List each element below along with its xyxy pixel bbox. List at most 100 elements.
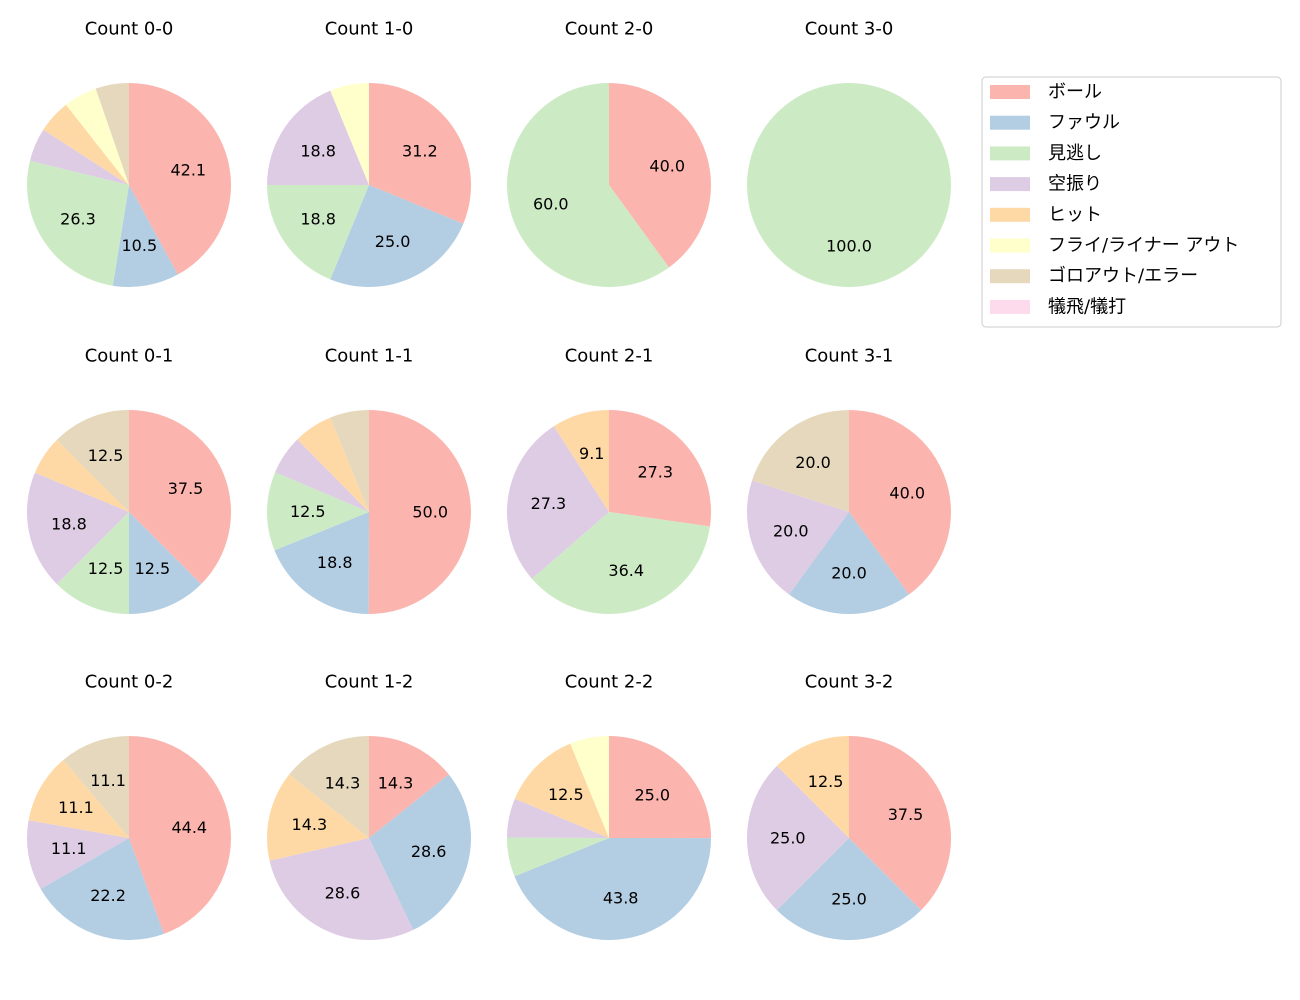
pie-slice xyxy=(269,838,414,940)
pie-slice xyxy=(751,410,849,512)
pie-slice xyxy=(66,88,129,185)
pie-slice xyxy=(330,185,464,287)
pie-slice xyxy=(849,735,952,911)
pie-slice xyxy=(369,736,449,838)
slice-label: 37.5 xyxy=(888,805,924,824)
pie-slice xyxy=(27,160,130,286)
pie-slice xyxy=(776,736,849,838)
slice-label: 50.0 xyxy=(412,503,448,522)
pie-slice xyxy=(369,83,472,224)
slice-label: 43.8 xyxy=(603,889,639,908)
slice-label: 11.1 xyxy=(90,771,126,790)
pie-title: Count 0-0 xyxy=(85,19,174,40)
slice-label: 12.5 xyxy=(808,772,844,791)
legend-swatch xyxy=(990,146,1030,161)
pie-title: Count 3-0 xyxy=(805,19,894,40)
legend-label: ゴロアウト/エラー xyxy=(1048,266,1198,287)
pie-slice xyxy=(609,410,711,527)
slice-label: 36.4 xyxy=(608,561,644,580)
slice-label: 28.6 xyxy=(411,842,447,861)
pie-slice xyxy=(330,410,369,512)
pie-title: Count 2-2 xyxy=(565,672,654,693)
pie-slice xyxy=(274,512,369,614)
legend-swatch xyxy=(990,269,1030,284)
legend-frame xyxy=(981,76,1282,328)
pie-slice xyxy=(570,736,609,838)
pie-slice xyxy=(129,512,202,614)
pie-title: Count 3-1 xyxy=(805,346,894,367)
legend-swatch xyxy=(990,85,1030,99)
pie-slice xyxy=(112,185,178,287)
pie-chart: Count 1-1 50.0 18.8 12.5 xyxy=(267,346,471,614)
slice-label: 18.8 xyxy=(51,514,87,533)
pie-chart: Count 0-2 44.4 22.2 11.1 11.1 11.1 xyxy=(27,672,232,941)
pie-slice xyxy=(34,439,130,512)
slice-label: 44.4 xyxy=(171,818,207,837)
pie-slice xyxy=(40,838,164,941)
pie-slice xyxy=(507,426,609,579)
pie-title: Count 3-2 xyxy=(805,672,894,693)
slice-label: 60.0 xyxy=(533,194,569,213)
pie-chart: Count 1-0 31.2 25.0 18.8 18.8 xyxy=(267,19,472,287)
pie-chart: Count 1-2 14.3 28.6 28.6 14.3 14.3 xyxy=(267,672,472,940)
pie-slice xyxy=(609,736,712,839)
pie-title: Count 1-2 xyxy=(325,672,414,693)
pie-slice xyxy=(267,90,369,185)
legend-swatch xyxy=(990,299,1030,314)
pie-slice xyxy=(297,417,369,512)
pie-title: Count 1-1 xyxy=(325,346,414,367)
slice-label: 12.5 xyxy=(135,559,171,578)
slice-label: 12.5 xyxy=(88,559,124,578)
pie-slice xyxy=(95,83,129,185)
slice-label: 25.0 xyxy=(375,232,411,251)
slice-label: 26.3 xyxy=(60,209,96,228)
pie-slice xyxy=(129,736,232,934)
pie-slice xyxy=(29,129,129,185)
slice-label: 37.5 xyxy=(168,479,204,498)
slice-label: 25.0 xyxy=(831,890,867,909)
pie-slice xyxy=(789,512,909,614)
slice-label: 27.3 xyxy=(531,494,567,513)
slice-label: 25.0 xyxy=(770,829,806,848)
slice-label: 14.3 xyxy=(378,773,414,792)
slice-label: 25.0 xyxy=(634,785,670,804)
pie-slice xyxy=(531,512,710,614)
pie-slice xyxy=(747,83,951,287)
slice-label: 14.3 xyxy=(292,815,328,834)
pie-chart: Count 0-1 37.5 12.5 12.5 18.8 12.5 xyxy=(27,346,231,614)
legend-swatch xyxy=(990,207,1030,222)
pie-chart: Count 3-1 40.0 20.0 20.0 20.0 xyxy=(746,346,951,614)
pie-slice xyxy=(514,838,711,941)
slice-label: 27.3 xyxy=(637,462,673,481)
pie-slice xyxy=(506,837,609,877)
pie-slice xyxy=(746,480,849,595)
slice-label: 100.0 xyxy=(826,237,872,256)
slice-label: 12.5 xyxy=(290,502,326,521)
pie-slice xyxy=(289,736,369,838)
slice-label: 40.0 xyxy=(889,484,925,503)
legend-label: ボール xyxy=(1048,82,1102,103)
pie-slice xyxy=(507,83,669,287)
pie-title: Count 0-1 xyxy=(85,346,174,367)
slice-label: 12.5 xyxy=(548,785,584,804)
pie-slice xyxy=(129,83,232,275)
slice-label: 11.1 xyxy=(58,798,94,817)
slice-label: 18.8 xyxy=(300,141,336,160)
pie-slice xyxy=(514,743,609,838)
slice-label: 10.5 xyxy=(122,236,158,255)
slice-label: 12.5 xyxy=(88,446,124,465)
pie-slice xyxy=(267,472,369,551)
slice-label: 18.8 xyxy=(317,553,353,572)
pie-slice xyxy=(275,439,369,512)
slice-label: 40.0 xyxy=(649,157,685,176)
pie-slice xyxy=(849,410,951,595)
pie-slice xyxy=(609,83,712,268)
pie-slice xyxy=(267,774,369,861)
pie-slice xyxy=(28,759,130,838)
pie-slice xyxy=(776,838,922,941)
pie-slice xyxy=(553,410,609,512)
slice-label: 20.0 xyxy=(773,521,809,540)
legend-label: ヒット xyxy=(1048,204,1102,225)
pie-slice xyxy=(27,820,130,889)
